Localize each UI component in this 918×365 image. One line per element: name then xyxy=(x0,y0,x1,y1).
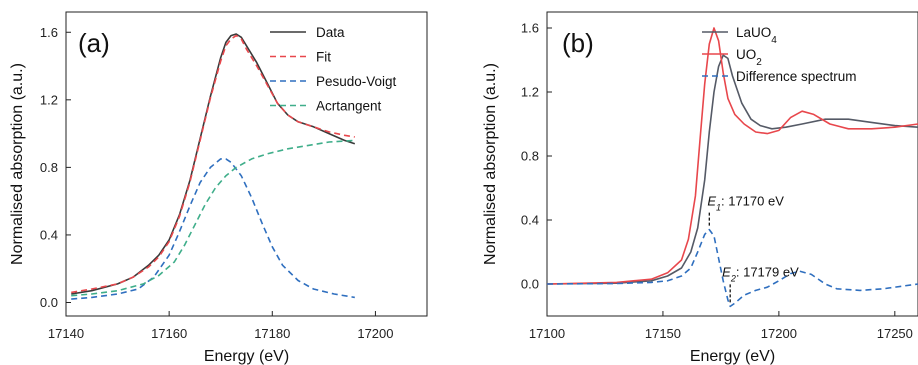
y-tick-label: 1.6 xyxy=(40,25,58,40)
x-tick-label: 17100 xyxy=(529,326,565,341)
x-tick-label: 17200 xyxy=(357,326,393,341)
y-axis-title: Normalised absorption (a.u.) xyxy=(9,63,26,265)
x-tick-label: 17140 xyxy=(48,326,84,341)
series-line-uo2 xyxy=(547,27,918,285)
annotation-e2: E2: 17179 eV xyxy=(722,264,799,303)
x-tick-label: 17250 xyxy=(877,326,913,341)
panel-b-chart: 0.0 0.4 0.8 1.2 1.6 17100 17150 17200 17250 Energ… xyxy=(482,11,918,365)
plot-frame xyxy=(65,11,428,317)
annotation-label: E1: 17170 eV xyxy=(707,194,784,213)
plot-frame xyxy=(546,11,918,317)
legend-entry: Acrtangent xyxy=(316,99,382,114)
panel-label: (b) xyxy=(562,28,594,58)
y-tick-label: 0.8 xyxy=(521,149,539,164)
y-tick-label: 0.0 xyxy=(40,295,58,310)
series-line-difference-spectrum xyxy=(547,228,918,308)
series-line-lauo4 xyxy=(547,54,918,285)
legend: Data Fit Pesudo-Voigt Acrtangent xyxy=(270,25,397,114)
annotation-e1: E1: 17170 eV xyxy=(707,194,784,226)
legend-entry: Fit xyxy=(316,50,331,65)
panel-a-chart: 0.0 0.4 0.8 1.2 1.6 17140 17160 17180 17200 Energ… xyxy=(9,11,428,365)
series-line-acrtangent xyxy=(71,139,355,297)
x-tick-label: 17160 xyxy=(151,326,187,341)
x-tick-label: 17180 xyxy=(254,326,290,341)
series-line-data xyxy=(71,33,356,295)
legend-entry: Data xyxy=(316,25,345,40)
y-tick-label: 1.2 xyxy=(521,85,539,100)
x-axis-title: Energy (eV) xyxy=(204,348,289,365)
panel-label: (a) xyxy=(78,28,110,58)
x-axis-title: Energy (eV) xyxy=(690,348,775,365)
y-tick-label: 1.2 xyxy=(40,92,58,107)
y-axis-title: Normalised absorption (a.u.) xyxy=(482,63,499,265)
legend-entry: LaUO4 xyxy=(736,25,777,46)
legend-entry: Pesudo-Voigt xyxy=(316,74,397,89)
annotation-label: E2: 17179 eV xyxy=(722,264,799,283)
x-tick-label: 17150 xyxy=(645,326,681,341)
legend-entry: Difference spectrum xyxy=(736,69,857,84)
y-tick-label: 0.8 xyxy=(40,160,58,175)
x-tick-label: 17200 xyxy=(761,326,797,341)
y-tick-label: 0.4 xyxy=(40,227,58,242)
y-tick-label: 1.6 xyxy=(521,21,539,36)
series-line-fit xyxy=(71,34,355,294)
y-tick-label: 0.4 xyxy=(521,213,539,228)
y-tick-label: 0.0 xyxy=(521,277,539,292)
legend-entry: UO2 xyxy=(736,47,762,68)
series-line-pesudo-voigt xyxy=(71,158,355,300)
